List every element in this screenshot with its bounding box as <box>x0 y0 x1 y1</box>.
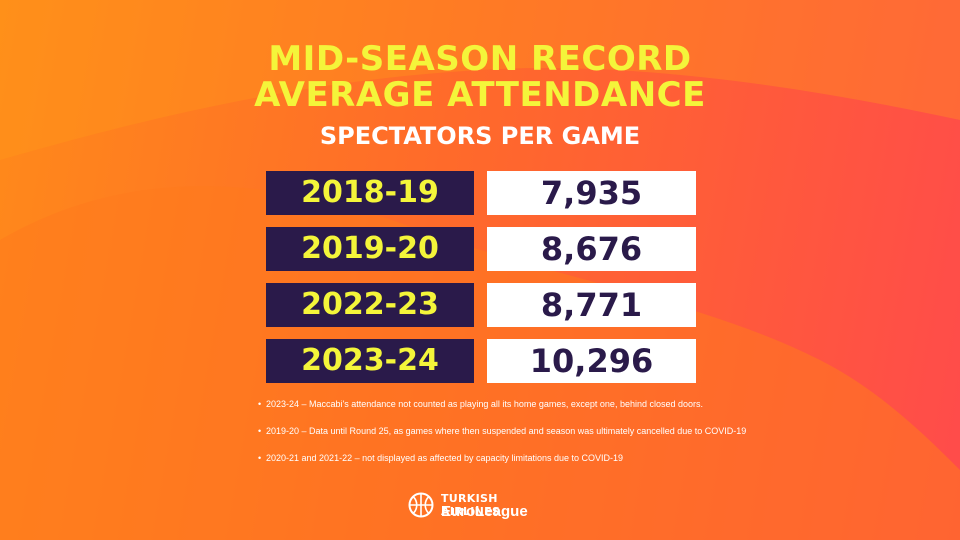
attendance-value-cell: 10,296 <box>487 339 696 383</box>
table-row: 2023-24 10,296 <box>266 339 696 383</box>
attendance-table: 2018-19 7,935 2019-20 8,676 2022-23 8,77… <box>266 171 696 395</box>
footnote-text: 2023-24 – Maccabi's attendance not count… <box>266 399 703 409</box>
bullet: • <box>258 453 262 463</box>
footnote-item: • 2023-24 – Maccabi's attendance not coun… <box>258 399 778 409</box>
table-row: 2018-19 7,935 <box>266 171 696 215</box>
attendance-value-cell: 7,935 <box>487 171 696 215</box>
season-cell: 2023-24 <box>266 339 474 383</box>
bullet: • <box>258 399 262 409</box>
logo-sponsor-text: TURKISH AIRLINES <box>441 492 501 518</box>
season-cell: 2022-23 <box>266 283 474 327</box>
euroleague-logo: TURKISH AIRLINES EuroLeague <box>408 488 558 524</box>
footnote-text: 2020-21 and 2021-22 – not displayed as a… <box>266 453 624 463</box>
attendance-value-cell: 8,676 <box>487 227 696 271</box>
subtitle: SPECTATORS PER GAME <box>319 122 641 150</box>
basketball-icon <box>408 492 434 518</box>
title-line-1: MID-SEASON RECORD <box>268 39 692 79</box>
table-row: 2019-20 8,676 <box>266 227 696 271</box>
logo-league-text: EuroLeague <box>441 503 528 520</box>
season-cell: 2019-20 <box>266 227 474 271</box>
attendance-value-cell: 8,771 <box>487 283 696 327</box>
table-row: 2022-23 8,771 <box>266 283 696 327</box>
footnote-item: • 2019-20 – Data until Round 25, as games… <box>258 426 778 436</box>
title-line-2: AVERAGE ATTENDANCE <box>254 75 706 115</box>
footnote-text: 2019-20 – Data until Round 25, as games … <box>266 426 747 436</box>
bullet: • <box>258 426 262 436</box>
season-cell: 2018-19 <box>266 171 474 215</box>
footnotes: • 2023-24 – Maccabi's attendance not coun… <box>258 399 778 480</box>
footnote-item: • 2020-21 and 2021-22 – not displayed as … <box>258 453 778 463</box>
